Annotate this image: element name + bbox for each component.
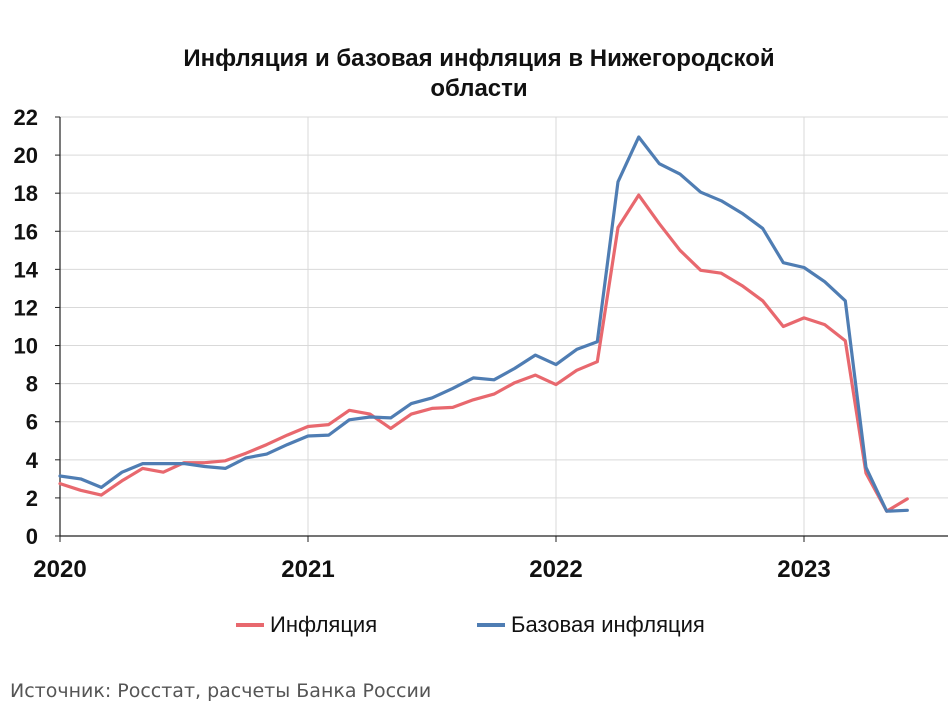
chart-title: Инфляция и базовая инфляция в Нижегородс… (0, 44, 950, 104)
x-tick-label: 2023 (777, 556, 830, 583)
y-tick-label: 8 (26, 372, 38, 397)
y-tick-label: 2 (26, 486, 38, 511)
legend-swatch-inflation (236, 623, 264, 627)
series-line-core-inflation (58, 135, 909, 513)
legend-label-core-inflation: Базовая инфляция (511, 612, 705, 637)
y-tick-label: 10 (14, 334, 38, 359)
y-tick-label: 14 (14, 257, 39, 282)
y-tick-label: 20 (14, 143, 38, 168)
y-tick-label: 4 (26, 448, 39, 473)
series-lines (58, 135, 909, 513)
legend-item-inflation: Инфляция (236, 612, 377, 638)
y-tick-label: 6 (26, 410, 38, 435)
y-tick-label: 16 (14, 219, 38, 244)
legend-label-inflation: Инфляция (270, 612, 378, 637)
axes (55, 116, 948, 542)
y-tick-label: 22 (14, 105, 38, 130)
y-tick-label: 12 (14, 295, 38, 320)
source-note: Источник: Росстат, расчеты Банка России (10, 680, 432, 702)
legend-swatch-core-inflation (477, 623, 505, 627)
legend: Инфляция Базовая инфляция (0, 612, 950, 642)
x-tick-label: 2020 (33, 556, 86, 583)
chart-title-line-2: области (430, 75, 528, 102)
y-tick-label: 18 (14, 181, 38, 206)
x-tick-label: 2021 (281, 556, 334, 583)
legend-item-core-inflation: Базовая инфляция (477, 612, 705, 638)
chart-title-line-1: Инфляция и базовая инфляция в Нижегородс… (183, 45, 775, 72)
y-tick-label: 0 (26, 524, 38, 549)
x-tick-label: 2022 (529, 556, 582, 583)
series-line-inflation (58, 193, 909, 513)
grid (60, 116, 948, 536)
